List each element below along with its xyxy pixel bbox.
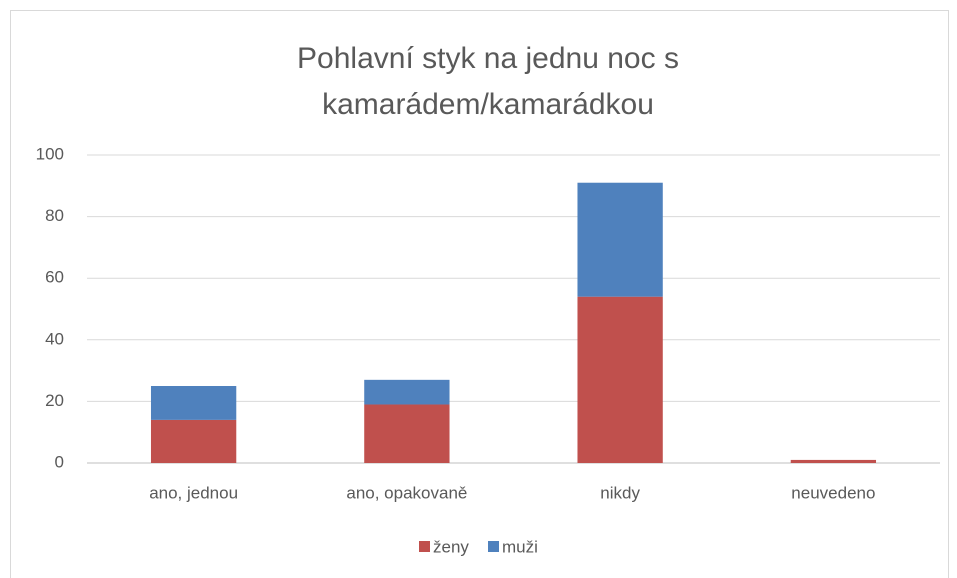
legend-label: ženy bbox=[433, 537, 469, 556]
y-tick-label: 40 bbox=[45, 329, 64, 348]
y-tick-label: 60 bbox=[45, 268, 64, 287]
bar-segment bbox=[790, 459, 877, 463]
bar-segment bbox=[364, 404, 450, 463]
y-tick-label: 0 bbox=[55, 452, 64, 471]
bar-segment bbox=[150, 386, 237, 420]
y-tick-label: 80 bbox=[45, 206, 64, 225]
bar-segment bbox=[364, 379, 450, 405]
y-tick-label: 20 bbox=[45, 391, 64, 410]
x-tick-label: ano, jednou bbox=[149, 483, 238, 502]
legend-label: muži bbox=[502, 537, 538, 556]
bar-segment bbox=[150, 419, 237, 463]
legend-swatch bbox=[488, 541, 499, 552]
legend-swatch bbox=[419, 541, 430, 552]
chart-border bbox=[10, 10, 949, 578]
bar-segment bbox=[577, 182, 663, 297]
bar-segment bbox=[577, 296, 663, 463]
chart-title: Pohlavní styk na jednu noc s kamarádem/k… bbox=[297, 42, 679, 121]
x-tick-label: ano, opakovaně bbox=[346, 483, 467, 502]
x-tick-label: neuvedeno bbox=[791, 483, 875, 502]
x-tick-label: nikdy bbox=[600, 483, 640, 502]
y-tick-label: 100 bbox=[36, 144, 64, 163]
